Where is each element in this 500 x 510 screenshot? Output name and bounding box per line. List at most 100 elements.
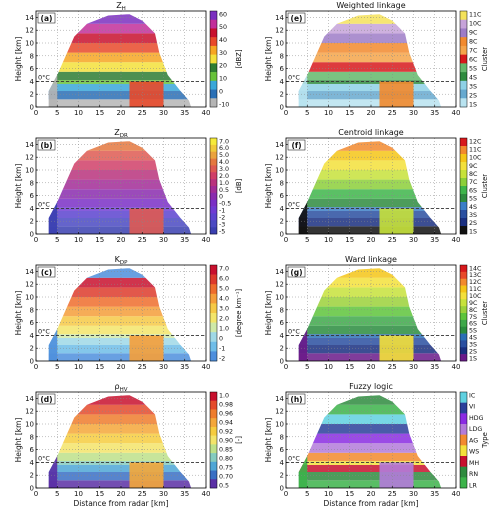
colorbar-swatch xyxy=(460,434,467,446)
y-tick-label: 6 xyxy=(280,65,285,73)
x-tick-label: 25 xyxy=(138,363,147,371)
echo-band xyxy=(298,226,442,234)
x-tick-label: 10 xyxy=(74,490,83,498)
echo-band xyxy=(298,207,442,211)
x-tick-label: 15 xyxy=(95,109,104,117)
colorbar: 1.0 0.98 0.96 0.94 0.92 0.90 0.85 0.80 0.75 0.70 0… xyxy=(209,391,243,489)
colorbar-swatch xyxy=(460,154,467,163)
y-tick-label: 4 xyxy=(30,205,35,213)
echo-band xyxy=(379,462,414,488)
y-tick-label: 12 xyxy=(275,408,284,416)
panel-label-box xyxy=(37,266,56,278)
colorbar-tick-label: 5S xyxy=(469,328,477,335)
colorbar-swatch xyxy=(460,202,467,211)
colorbar-tick-label: 10C xyxy=(469,20,482,27)
x-tick-label: 40 xyxy=(452,236,461,244)
echo-band xyxy=(379,335,414,361)
echo-band xyxy=(298,99,442,107)
colorbar-tick-label: 4S xyxy=(469,74,477,81)
x-tick-label: 0 xyxy=(284,109,288,117)
colorbar-tick-label: 11C xyxy=(469,11,482,18)
colorbar-swatch xyxy=(460,226,467,235)
panel-label-box xyxy=(287,393,306,405)
colorbar-swatch xyxy=(460,456,467,467)
colorbar-swatch xyxy=(210,392,217,402)
y-tick-label: 12 xyxy=(25,281,34,289)
echo-band xyxy=(48,325,192,335)
x-tick-label: 40 xyxy=(202,490,211,498)
panel-title: KDP xyxy=(115,255,128,266)
colorbar-tick-label: 6.0 xyxy=(219,275,229,282)
echo-band xyxy=(298,210,442,218)
colorbar-swatch xyxy=(210,54,217,64)
colorbar-swatch xyxy=(210,80,217,90)
x-tick-label: 5 xyxy=(55,109,59,117)
y-tick-label: 14 xyxy=(275,395,284,403)
y-tick-label: 8 xyxy=(30,433,34,441)
colorbar-swatch xyxy=(210,274,217,285)
colorbar-swatch xyxy=(210,206,217,214)
y-tick-label: 4 xyxy=(30,78,35,86)
echo-band xyxy=(48,150,192,161)
colorbar-tick-label: RN xyxy=(469,471,478,478)
y-axis-label: Height [km] xyxy=(14,164,23,209)
grid xyxy=(36,138,206,234)
colorbar-swatch xyxy=(210,227,217,235)
panel-label-box xyxy=(37,12,56,24)
echo-band xyxy=(298,297,442,307)
x-tick-label: 20 xyxy=(367,109,376,117)
panel-label: (c) xyxy=(41,268,52,277)
colorbar-frame xyxy=(209,391,218,489)
y-tick-label: 0 xyxy=(280,231,284,239)
colorbar-swatch xyxy=(460,340,467,348)
y-axis-label: Height [km] xyxy=(264,291,273,336)
echo-band xyxy=(48,52,192,63)
colorbar-swatch xyxy=(460,98,467,108)
echo-band xyxy=(48,414,192,424)
colorbar-swatch xyxy=(210,28,217,38)
colorbar-swatch xyxy=(210,435,217,445)
y-axis-label: Height [km] xyxy=(264,164,273,209)
panel-d: 0°C 0 5 10 15 20 25 30 35 40 0 2 4 6 8 10 12 14 Height [km… xyxy=(14,382,243,508)
x-tick-label: 25 xyxy=(138,490,147,498)
colorbar-swatch xyxy=(460,392,467,403)
colorbar-tick-label: 2.0 xyxy=(219,315,229,322)
echo-band xyxy=(298,268,442,278)
colorbar-swatch xyxy=(460,347,467,355)
y-tick-label: 6 xyxy=(30,192,35,200)
colorbar-swatch xyxy=(460,306,467,314)
colorbar-tick-label: 0.70 xyxy=(219,473,233,480)
echo-field xyxy=(48,268,192,361)
echo-band xyxy=(48,424,192,434)
colorbar: 7.06.05.04.03.02.01.00.50-0.5-1-2-3-5 [dB… xyxy=(209,137,243,235)
colorbar-swatch xyxy=(210,332,217,343)
colorbar-tick-label: 4.0 xyxy=(219,159,229,166)
echo-band xyxy=(48,472,192,481)
y-tick-label: 4 xyxy=(280,205,285,213)
colorbar-swatch xyxy=(460,138,467,147)
colorbar-tick-label: 7C xyxy=(469,47,478,54)
colorbar-unit: [dB] xyxy=(235,179,243,194)
x-tick-label: 20 xyxy=(117,109,126,117)
y-tick-label: 8 xyxy=(30,179,34,187)
echo-band xyxy=(298,287,442,297)
x-tick-label: 30 xyxy=(409,236,418,244)
y-tick-label: 14 xyxy=(25,141,34,149)
freezing-level-label: 0°C xyxy=(288,200,300,208)
y-tick-label: 0 xyxy=(280,104,284,112)
y-tick-label: 0 xyxy=(30,231,34,239)
colorbar-tick-label: HDG xyxy=(469,415,484,422)
colorbar-tick-label: 6S xyxy=(469,321,477,328)
y-tick-label: 10 xyxy=(275,167,284,175)
echo-band xyxy=(298,218,442,227)
colorbar-swatch xyxy=(460,271,467,280)
y-axis-label: Height [km] xyxy=(14,291,23,336)
x-tick-label: 20 xyxy=(367,236,376,244)
colorbar-swatch xyxy=(460,218,467,227)
colorbar-swatch xyxy=(210,426,217,436)
x-tick-label: 15 xyxy=(95,236,104,244)
echo-band xyxy=(48,179,192,190)
colorbar-tick-label: -1 xyxy=(219,345,225,352)
colorbar-swatch xyxy=(460,194,467,203)
colorbar-swatch xyxy=(210,313,217,323)
